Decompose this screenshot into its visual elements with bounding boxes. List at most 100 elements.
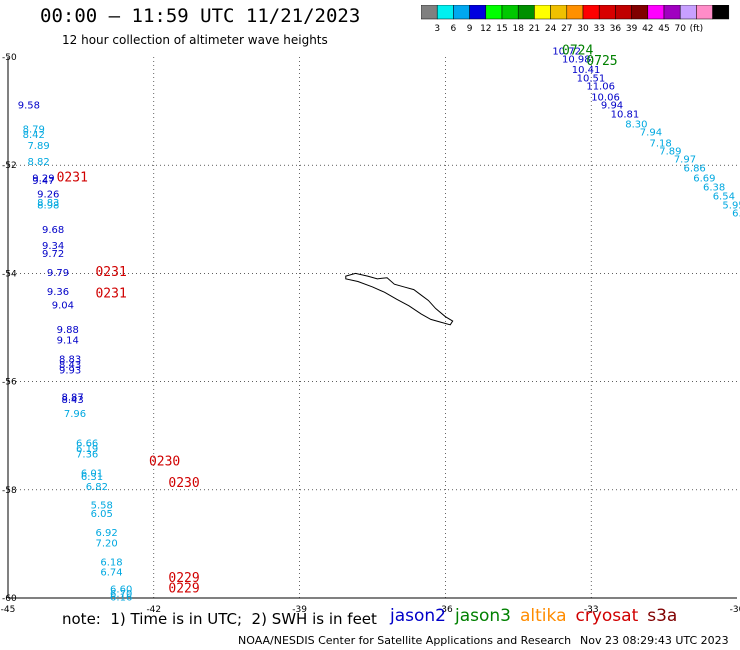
lat-tick-label: -60 bbox=[2, 594, 17, 604]
wave-height-label: 10.98 bbox=[562, 54, 591, 65]
lon-tick-label: -36 bbox=[438, 605, 453, 615]
wave-height-label: 8.82 bbox=[27, 157, 49, 168]
wave-height-label: 8.83 bbox=[59, 355, 81, 366]
pass-time-label: 0725 bbox=[586, 54, 617, 69]
wave-height-label: 7.94 bbox=[640, 127, 662, 138]
footer-timestamp: Nov 23 08:29:43 UTC 2023 bbox=[580, 634, 729, 647]
island-coastline bbox=[345, 272, 454, 326]
wave-height-label: 9.47 bbox=[32, 176, 54, 187]
map-subtitle: 12 hour collection of altimeter wave hei… bbox=[62, 33, 328, 47]
wave-height-label: 9.68 bbox=[42, 225, 64, 236]
colorbar-label: 12 bbox=[480, 24, 491, 34]
wave-height-label: 9.14 bbox=[57, 336, 79, 347]
wave-height-label: 9.34 bbox=[42, 241, 64, 252]
footer-credit: NOAA/NESDIS Center for Satellite Applica… bbox=[238, 634, 572, 647]
wave-height-label: 6.54 bbox=[713, 191, 735, 202]
colorbar-label: 27 bbox=[561, 24, 572, 34]
satellite-name: altika bbox=[520, 606, 567, 626]
wave-height-label: 9.72 bbox=[42, 249, 64, 260]
wave-height-label: 6.19 bbox=[76, 444, 98, 455]
wave-height-label: 9.88 bbox=[57, 325, 79, 336]
satellite-name: s3a bbox=[647, 606, 678, 626]
pass-time-label: 0724 bbox=[562, 43, 593, 58]
wave-height-label: 8.98 bbox=[37, 200, 59, 211]
colorbar-label: 9 bbox=[467, 24, 473, 34]
lon-tick-label: -30 bbox=[730, 605, 740, 615]
wave-height-label: 9.04 bbox=[52, 301, 74, 312]
lon-tick-label: -33 bbox=[584, 605, 599, 615]
colorbar-label: 24 bbox=[545, 24, 557, 34]
wave-height-label: 7.89 bbox=[27, 141, 49, 152]
wave-height-label: 6.74 bbox=[100, 567, 122, 578]
wave-height-label: 10.51 bbox=[577, 73, 606, 84]
colorbar-label: 15 bbox=[496, 24, 507, 34]
colorbar-label: 36 bbox=[610, 24, 622, 34]
footer-note: note: 1) Time is in UTC; 2) SWH is in fe… bbox=[62, 610, 377, 628]
wave-height-label: 6.01 bbox=[81, 468, 103, 479]
pass-time-label: 0230 bbox=[168, 476, 199, 491]
wave-height-label: 9.36 bbox=[47, 287, 69, 298]
wave-height-label: 6.18 bbox=[100, 558, 122, 569]
wave-height-label: 6.60 bbox=[110, 585, 132, 596]
wave-height-label: 7.97 bbox=[674, 154, 696, 165]
wave-height-label: 11.06 bbox=[586, 81, 615, 92]
wave-height-label: 10.06 bbox=[591, 92, 620, 103]
wave-height-label: 10.81 bbox=[611, 110, 640, 121]
wave-height-label: 9.93 bbox=[59, 365, 81, 376]
wave-height-colorbar: 3 6 9 12 15 18 21 24 27 30 33 36 39 42 45 70 (ft) bbox=[421, 5, 730, 34]
pass-time-label: 0231 bbox=[95, 265, 126, 280]
wave-height-label: 7.36 bbox=[76, 449, 98, 460]
lat-tick-label: -52 bbox=[2, 161, 17, 171]
pass-time-label: 0230 bbox=[149, 454, 180, 469]
lon-tick-label: -42 bbox=[146, 605, 161, 615]
wave-height-label: 6.16 bbox=[110, 593, 132, 604]
colorbar-label: 3 bbox=[434, 24, 440, 34]
wave-height-label: 8.43 bbox=[61, 395, 83, 406]
wave-height-label: 6.86 bbox=[684, 164, 706, 175]
wave-height-label: 10.72 bbox=[552, 46, 581, 57]
wave-height-label: 8.43 bbox=[59, 360, 81, 371]
colorbar-label: 18 bbox=[512, 24, 524, 34]
colorbar-label: 33 bbox=[593, 24, 604, 34]
wave-height-label: 9.26 bbox=[37, 190, 59, 201]
wave-height-label: 8.87 bbox=[61, 393, 83, 404]
wave-height-label: 6.69 bbox=[693, 173, 715, 184]
wave-height-label: 7.18 bbox=[650, 138, 672, 149]
colorbar-label: 45 bbox=[658, 24, 669, 34]
lat-tick-label: -54 bbox=[2, 269, 17, 279]
wave-height-label: 7.20 bbox=[95, 539, 117, 550]
satellite-name: jason2 bbox=[390, 606, 446, 626]
pass-time-label: 0231 bbox=[95, 287, 126, 302]
wave-height-label: 8.42 bbox=[23, 130, 45, 141]
wave-height-label: 6.05 bbox=[91, 509, 113, 520]
wave-height-label: 9.29 bbox=[32, 173, 54, 184]
wave-height-label: 7.96 bbox=[64, 409, 86, 420]
lat-tick-label: -50 bbox=[2, 53, 17, 63]
satellite-name: jason3 bbox=[455, 606, 511, 626]
lat-tick-label: -56 bbox=[2, 378, 17, 388]
map-title: 00:00 – 11:59 UTC 11/21/2023 bbox=[40, 5, 361, 27]
wave-height-label: 9.94 bbox=[601, 100, 623, 111]
wave-height-label: 5.95 bbox=[722, 200, 740, 211]
wave-height-label: 6.66 bbox=[76, 439, 98, 450]
colorbar-label: 21 bbox=[529, 24, 540, 34]
colorbar-label: 39 bbox=[626, 24, 638, 34]
colorbar-label: 30 bbox=[577, 24, 589, 34]
wave-height-label: 7.89 bbox=[659, 146, 681, 157]
lon-tick-label: -39 bbox=[292, 605, 307, 615]
colorbar-swatch bbox=[712, 5, 730, 20]
lat-tick-label: -58 bbox=[2, 486, 17, 496]
wave-height-label: 6.82 bbox=[732, 209, 740, 220]
wave-height-label: 6.92 bbox=[95, 528, 117, 539]
satellite-legend: jason2 jason3 altika cryosat s3a bbox=[390, 606, 686, 626]
pass-time-label: 0229 bbox=[168, 571, 199, 586]
wave-height-label: 6.82 bbox=[86, 482, 108, 493]
wave-height-label: 8.30 bbox=[625, 119, 647, 130]
wave-height-label: 8.83 bbox=[37, 198, 59, 209]
colorbar-label: (ft) bbox=[690, 24, 704, 34]
colorbar-label: 70 bbox=[674, 24, 686, 34]
wave-height-label: 5.58 bbox=[91, 501, 113, 512]
pass-time-label: 0229 bbox=[168, 582, 199, 597]
wave-height-label: 9.58 bbox=[18, 100, 40, 111]
